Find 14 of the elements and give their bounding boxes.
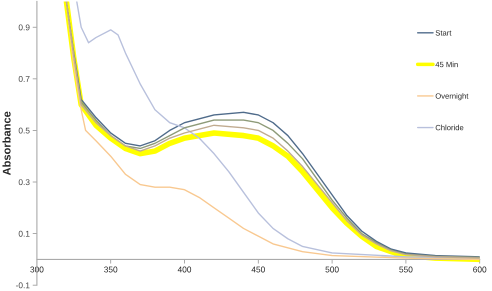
- x-tick-label: 450: [252, 266, 265, 272]
- y-tick-label: 0.3: [18, 179, 30, 186]
- y-tick-label: 0.7: [18, 76, 30, 82]
- y-tick-label: 0.5: [18, 128, 30, 134]
- y-tick-label: 0.1: [18, 230, 30, 237]
- y-tick-label: 0.9: [18, 24, 30, 30]
- x-tick-label: 550: [399, 266, 413, 272]
- x-tick-label: 600: [473, 266, 486, 272]
- y-axis-title: Absorbance: [2, 112, 11, 176]
- x-tick-label: 300: [30, 266, 44, 272]
- y-tick-label: -0.1: [16, 282, 30, 288]
- x-tick-label: 400: [178, 266, 192, 272]
- x-tick-label: 350: [104, 266, 118, 272]
- x-tick-label: 500: [325, 266, 339, 272]
